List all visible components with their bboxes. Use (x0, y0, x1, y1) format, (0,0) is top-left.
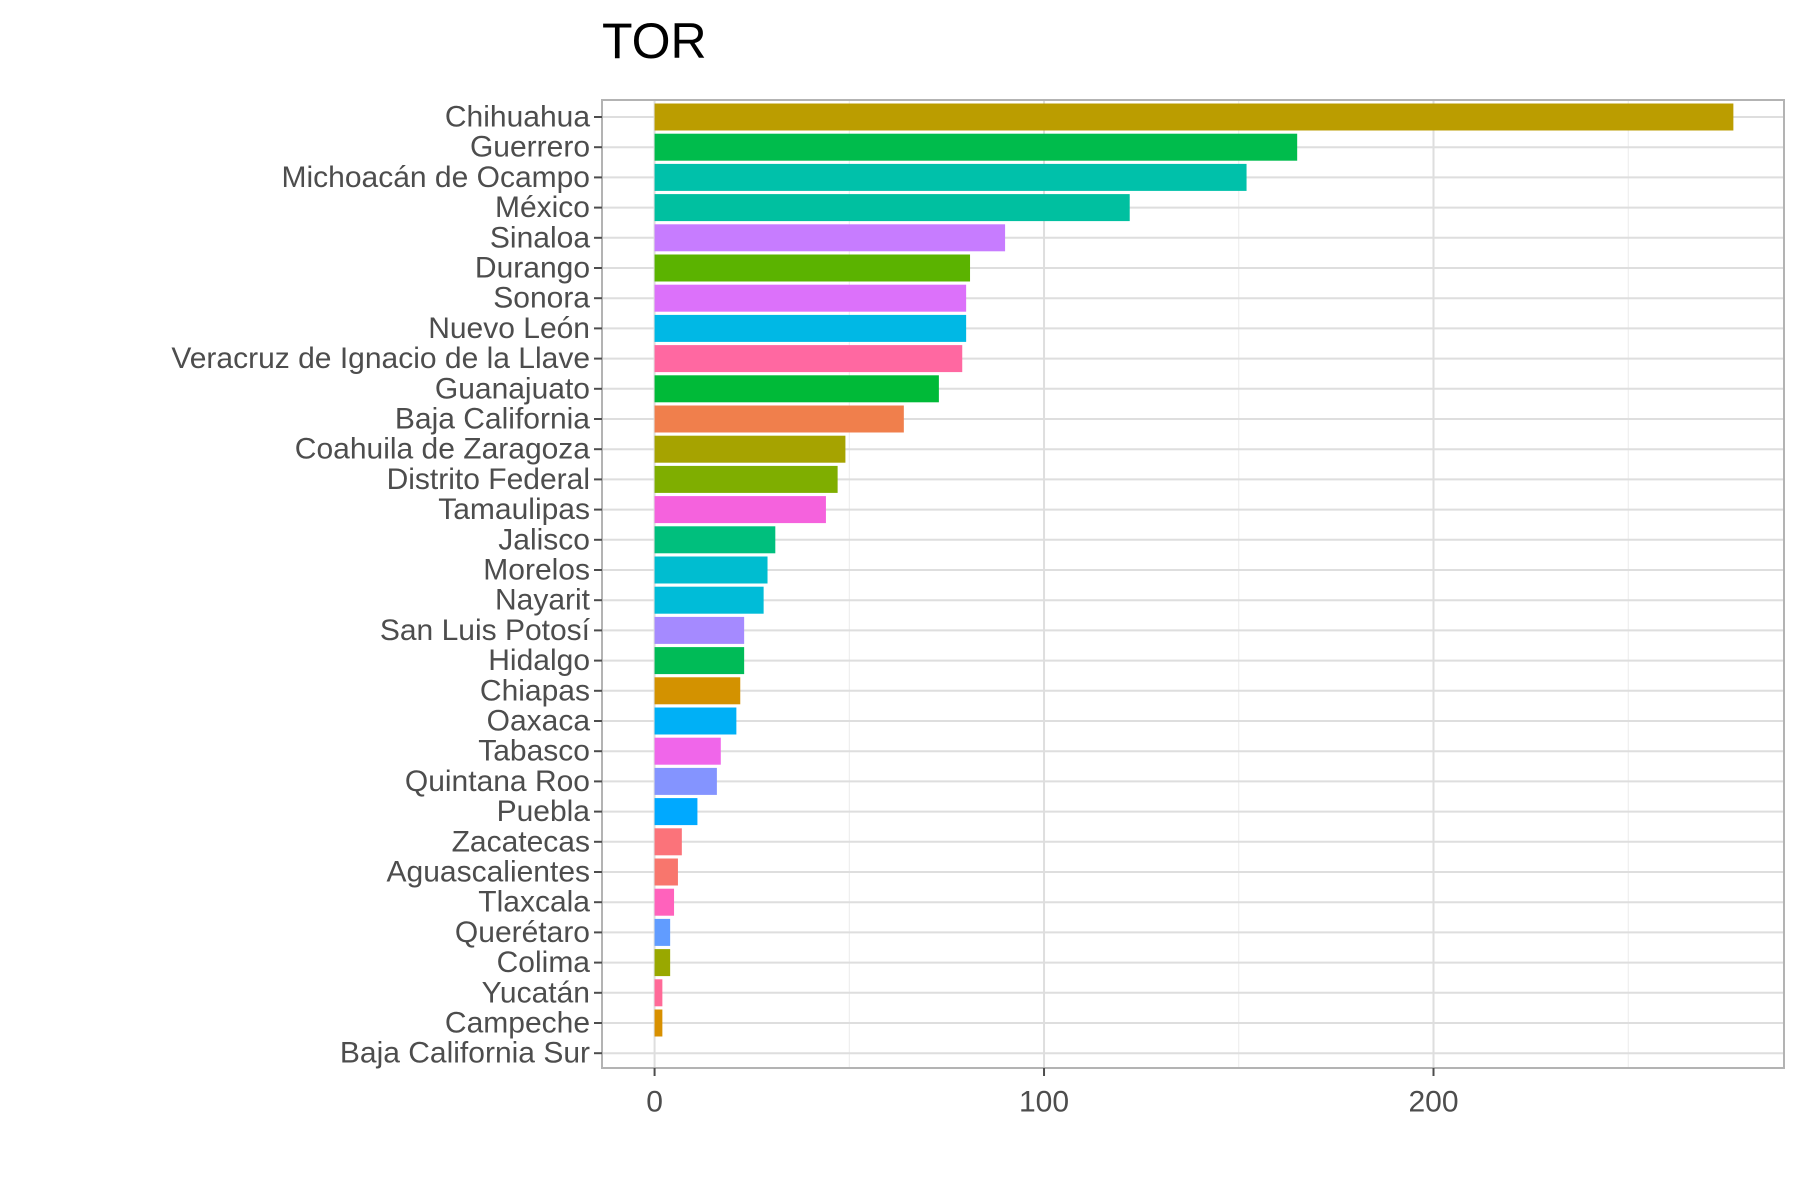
bar (654, 828, 682, 856)
y-tick-label: Sonora (493, 282, 590, 315)
y-tick-label: Puebla (497, 795, 591, 828)
bar (654, 465, 838, 493)
y-tick-label: Yucatán (482, 976, 590, 1009)
y-tick-label: Baja California (395, 403, 590, 436)
bar (654, 767, 717, 795)
y-tick-label: Durango (475, 252, 590, 285)
bar (654, 496, 826, 524)
bar (654, 526, 776, 554)
bar (654, 707, 737, 735)
bar (654, 435, 846, 463)
y-tick-label: Veracruz de Ignacio de la Llave (171, 342, 590, 375)
bar (654, 284, 967, 312)
y-tick-label: Tamaulipas (438, 493, 590, 526)
y-tick-label: Tlaxcala (478, 886, 590, 919)
bar (654, 224, 1006, 252)
y-tick-label: Oaxaca (487, 705, 591, 738)
x-axis: 0 100 200 (646, 1068, 1459, 1119)
chart-title: TOR (602, 13, 707, 69)
bar (654, 979, 663, 1007)
bar (654, 798, 698, 826)
y-tick-label: Querétaro (455, 916, 590, 949)
bar (654, 194, 1130, 222)
bar (654, 737, 721, 765)
y-tick-label: Aguascalientes (387, 856, 590, 889)
y-tick-label: Tabasco (478, 735, 590, 768)
bar (654, 858, 678, 886)
plot-border (601, 99, 1785, 1069)
y-tick-label: Baja California Sur (340, 1037, 590, 1070)
y-tick-label: Hidalgo (488, 644, 590, 677)
y-tick-label: Quintana Roo (405, 765, 590, 798)
y-tick-label: Guanajuato (435, 372, 590, 405)
bar (654, 616, 745, 644)
y-tick-label: Campeche (445, 1007, 590, 1040)
bar (654, 918, 671, 946)
x-tick-label: 100 (1019, 1086, 1069, 1119)
bar (654, 133, 1298, 161)
y-tick-label: México (495, 191, 590, 224)
y-tick-label: Zacatecas (452, 825, 590, 858)
y-tick-label: Nayarit (495, 584, 591, 617)
bar (654, 586, 764, 614)
y-tick-label: Coahuila de Zaragoza (295, 433, 591, 466)
y-tick-label: Colima (497, 946, 591, 979)
bar (654, 254, 971, 282)
bar (654, 314, 967, 342)
y-tick-label: Michoacán de Ocampo (282, 161, 591, 194)
bar (654, 556, 768, 584)
y-tick-label: Jalisco (498, 523, 590, 556)
bar (654, 103, 1734, 131)
bar (654, 405, 904, 433)
y-tick-label: Morelos (483, 554, 590, 587)
y-tick-label: Distrito Federal (387, 463, 590, 496)
y-tick-label: San Luis Potosí (380, 614, 591, 647)
x-tick-label: 0 (646, 1086, 663, 1119)
bars (654, 103, 1734, 1037)
bar (654, 163, 1247, 191)
bar (654, 345, 963, 373)
y-tick-label: Guerrero (470, 131, 590, 164)
x-tick-label: 200 (1408, 1086, 1458, 1119)
y-tick-label: Chihuahua (445, 101, 590, 134)
y-tick-label: Chiapas (480, 674, 590, 707)
bar (654, 375, 939, 403)
bar (654, 1009, 663, 1037)
bar (654, 647, 745, 675)
y-tick-label: Sinaloa (490, 221, 590, 254)
bar (654, 949, 671, 977)
y-tick-label: Nuevo León (428, 312, 590, 345)
bar (654, 888, 675, 916)
bar (654, 677, 741, 705)
